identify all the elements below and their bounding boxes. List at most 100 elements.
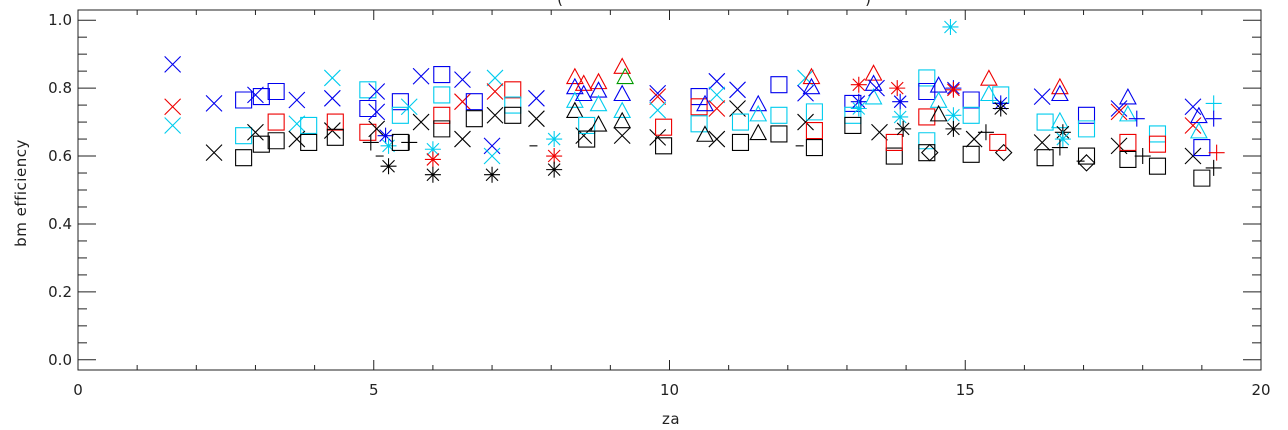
data-point-cross: [368, 120, 386, 138]
data-point-cross: [649, 88, 667, 105]
data-point-star: [945, 120, 962, 137]
data-point-star: [945, 81, 962, 98]
data-point-cross: [486, 83, 504, 100]
data-point-square: [465, 93, 483, 111]
data-point-cross: [1184, 147, 1202, 165]
data-point-square: [962, 91, 980, 109]
data-point-star: [850, 100, 867, 117]
data-point-plus: [1205, 95, 1222, 112]
data-point-triangle: [589, 115, 608, 132]
data-point-triangle: [565, 101, 584, 119]
data-point-square: [326, 128, 344, 146]
data-point-star: [377, 127, 394, 144]
data-point-square: [1119, 150, 1137, 168]
data-point-triangle: [929, 104, 948, 122]
data-point-cross: [412, 67, 430, 85]
data-point-triangle: [574, 84, 593, 102]
x-tick-label: 10: [660, 381, 679, 399]
data-point-cross: [1110, 103, 1128, 121]
data-point-square: [267, 82, 285, 101]
data-point-square: [844, 116, 862, 135]
data-point-cross: [649, 101, 667, 119]
data-point-cross: [288, 115, 306, 133]
data-point-square: [433, 65, 451, 84]
data-point-star: [484, 166, 501, 183]
data-point-cross: [164, 98, 182, 116]
data-point-triangle: [1118, 104, 1137, 122]
data-point-triangle: [613, 84, 632, 102]
data-point-square: [433, 120, 451, 138]
data-point-cross: [708, 100, 726, 117]
data-point-star: [380, 158, 397, 175]
data-point-square: [359, 99, 377, 118]
data-point-triangle: [929, 91, 948, 108]
data-point-cross: [400, 98, 418, 116]
data-point-diamond: [920, 143, 939, 162]
data-point-triangle: [696, 94, 714, 112]
data-point-triangle: [802, 67, 821, 85]
data-point-cross: [613, 127, 631, 145]
data-point-square: [1036, 113, 1054, 131]
data-point-star: [945, 107, 962, 124]
data-point-triangle: [696, 125, 714, 142]
data-point-star: [1054, 131, 1071, 148]
data-point-plus: [401, 134, 418, 151]
data-point-triangle: [1050, 111, 1069, 129]
data-points: [164, 18, 1225, 187]
data-point-square: [252, 88, 270, 106]
data-point-cross: [247, 123, 264, 141]
y-tick-label: 0.8: [48, 79, 72, 97]
data-point-star: [546, 131, 563, 148]
data-point-cross: [454, 130, 471, 148]
data-point-cross: [1184, 98, 1202, 116]
x-axis-label: za: [662, 410, 680, 428]
data-point-cross: [708, 130, 726, 148]
data-point-square: [433, 86, 451, 104]
data-point-cross: [454, 71, 471, 89]
data-point-star: [424, 141, 441, 158]
data-point-square: [770, 76, 788, 94]
data-point-cross: [483, 137, 501, 155]
data-point-square: [690, 98, 708, 116]
data-point-square: [267, 113, 285, 131]
y-tick-label: 0.4: [48, 215, 72, 233]
data-point-square: [359, 123, 377, 141]
data-point-cross: [797, 113, 814, 131]
data-point-square: [465, 110, 483, 128]
data-point-triangle: [613, 111, 632, 129]
data-point-star: [892, 108, 909, 125]
data-point-plus: [362, 134, 379, 151]
data-point-cross: [164, 117, 182, 134]
data-point-square: [962, 145, 980, 163]
data-point-diamond: [1077, 154, 1096, 172]
data-point-cross: [486, 69, 504, 87]
data-point-square: [504, 81, 522, 99]
data-point-square: [731, 113, 750, 131]
data-point-triangle: [565, 77, 584, 95]
x-tick-label: 0: [73, 381, 83, 399]
data-point-square: [300, 116, 318, 135]
data-point-triangle: [613, 101, 632, 119]
data-point-cross: [323, 89, 341, 107]
data-point-cross: [486, 106, 504, 124]
data-point-triangle: [565, 91, 584, 108]
data-point-triangle: [749, 94, 768, 112]
data-point-square: [235, 91, 253, 109]
data-point-square: [918, 108, 936, 126]
y-tick-label: 0.2: [48, 283, 72, 301]
data-point-square: [805, 122, 823, 140]
y-tick-label: 0.6: [48, 147, 72, 165]
data-point-square: [1148, 125, 1167, 143]
data-point-square: [918, 132, 936, 150]
data-point-square: [989, 133, 1007, 152]
data-point-square: [391, 133, 409, 152]
data-point-plus: [977, 124, 994, 141]
data-point-star: [892, 93, 909, 110]
y-axis-label: bm efficiency: [12, 139, 30, 247]
data-point-cross: [708, 72, 726, 90]
data-point-cross: [412, 113, 430, 131]
data-point-cross: [483, 147, 501, 165]
data-point-triangle: [749, 123, 768, 141]
data-point-triangle: [864, 87, 883, 105]
